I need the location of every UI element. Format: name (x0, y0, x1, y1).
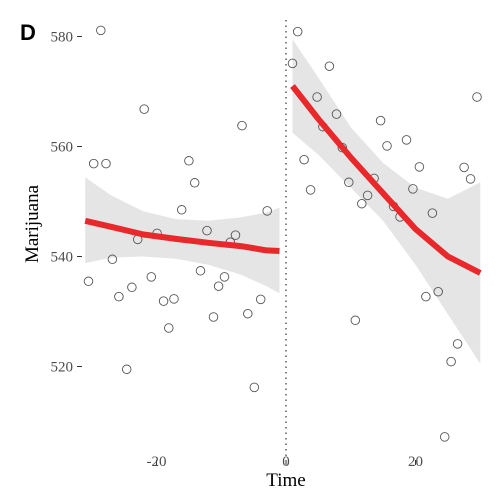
data-point (169, 294, 179, 304)
data-point (127, 282, 137, 293)
data-point (184, 156, 194, 166)
data-point (344, 177, 354, 188)
x-axis-title: Time (266, 470, 305, 491)
data-point (262, 206, 272, 216)
data-point (357, 198, 367, 209)
data-point (292, 26, 303, 37)
data-point (213, 281, 224, 291)
confidence-band-after (292, 39, 481, 364)
data-point (255, 294, 266, 305)
data-point (433, 286, 443, 297)
confidence-band-before (85, 177, 280, 294)
y-tick-label: 540 (51, 250, 74, 266)
data-point (305, 185, 316, 195)
y-axis-title: Marijuana (22, 184, 43, 263)
data-point (362, 190, 373, 201)
data-point (465, 174, 476, 184)
data-point (219, 272, 230, 282)
data-point (421, 291, 431, 302)
data-point (139, 104, 149, 114)
x-tick-label: -20 (146, 454, 166, 470)
y-tick-label: 580 (51, 30, 74, 46)
data-point (382, 141, 392, 151)
data-point (237, 120, 247, 131)
data-point (189, 178, 200, 188)
data-point (88, 158, 99, 169)
y-axis: 520 540 560 580 (51, 30, 82, 376)
data-point (375, 115, 386, 126)
data-point (312, 92, 322, 102)
data-point (408, 184, 418, 194)
data-point (331, 109, 342, 119)
confidence-bands (85, 39, 481, 364)
data-point (195, 266, 206, 276)
data-point (459, 162, 469, 173)
panel-label: D (20, 20, 36, 45)
data-point (101, 158, 111, 169)
data-point (299, 154, 309, 165)
data-point (439, 432, 450, 442)
x-tick-label: 0 (282, 454, 290, 470)
data-point (176, 205, 187, 215)
data-point (324, 61, 335, 71)
data-point (472, 92, 482, 102)
y-tick-label: 520 (51, 360, 74, 376)
data-point (427, 208, 438, 218)
data-point (202, 225, 212, 236)
x-tick-label: 20 (408, 454, 423, 470)
data-point (164, 323, 174, 333)
data-point (452, 339, 463, 349)
data-point (158, 296, 169, 306)
data-point (96, 25, 106, 36)
data-point (350, 315, 361, 326)
data-points (83, 25, 482, 442)
data-point (401, 135, 412, 145)
fit-line-before (84, 217, 280, 254)
data-point (287, 58, 298, 69)
data-point (249, 382, 260, 393)
fit-line-after (290, 84, 482, 276)
fit-lines (84, 84, 482, 276)
data-point (414, 162, 425, 172)
x-axis: -20 0 20 (146, 454, 423, 470)
data-point (446, 356, 456, 367)
data-point (83, 276, 94, 287)
data-point (114, 291, 124, 302)
data-point (107, 254, 118, 265)
data-point (146, 272, 157, 282)
data-point (208, 312, 219, 322)
data-point (121, 364, 132, 375)
y-tick-label: 560 (51, 140, 74, 156)
data-point (230, 230, 241, 240)
data-point (243, 308, 253, 319)
